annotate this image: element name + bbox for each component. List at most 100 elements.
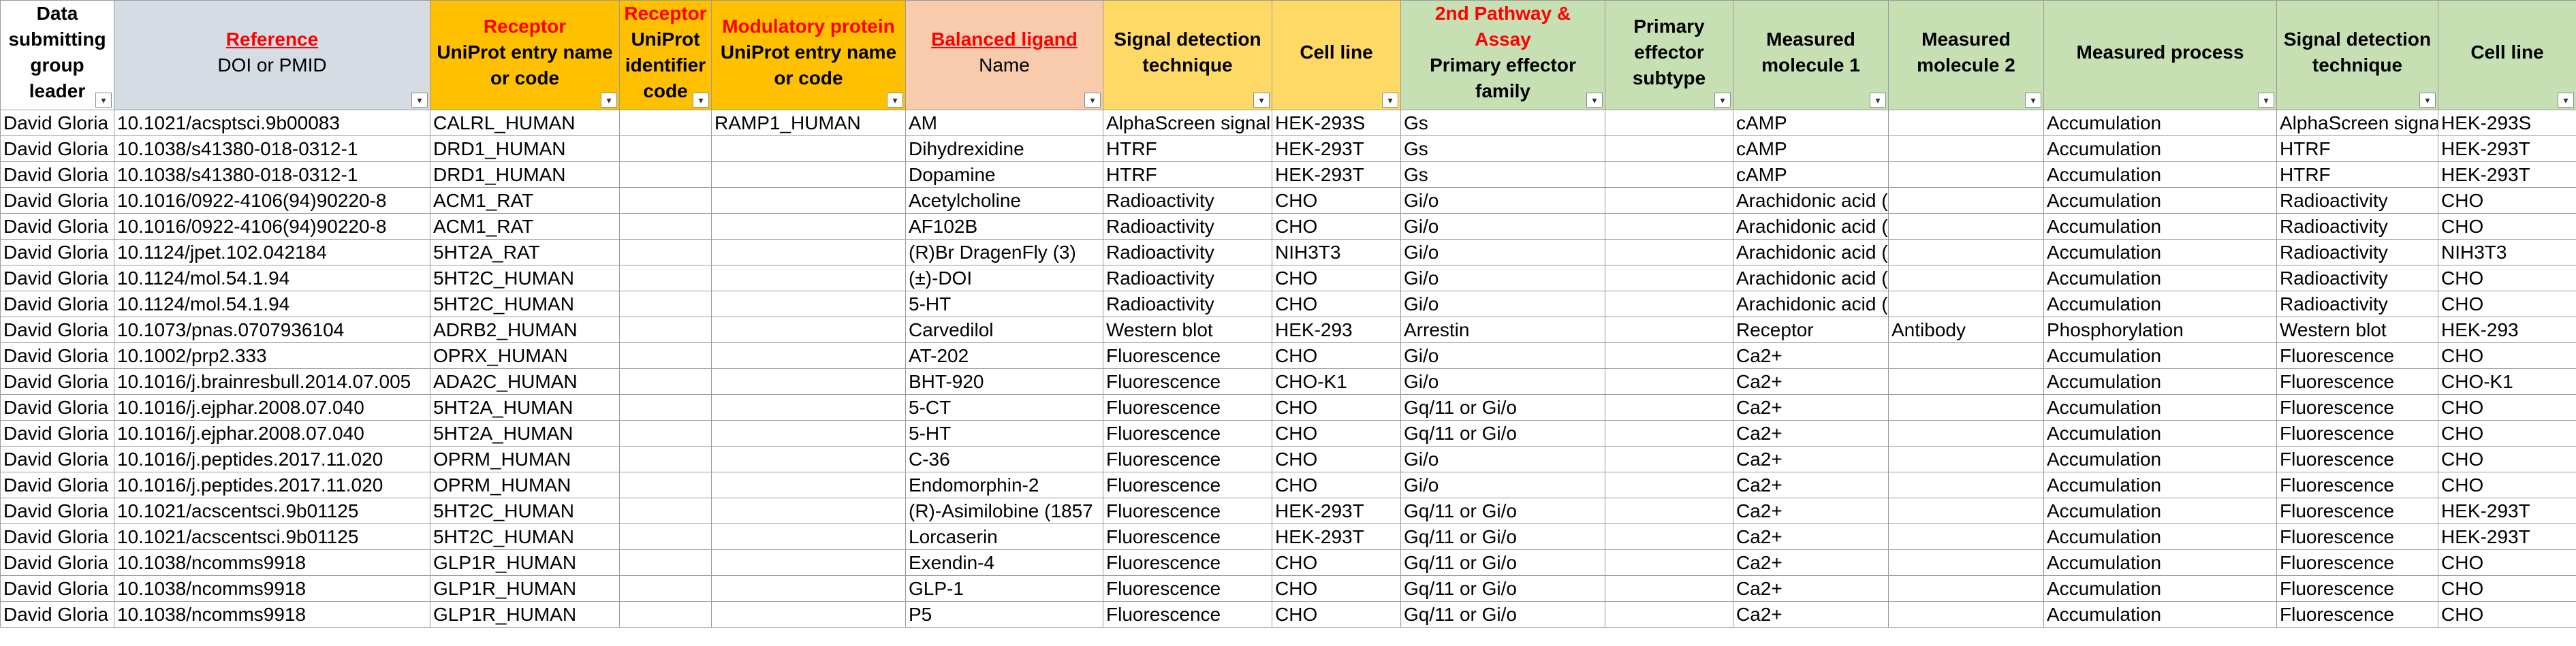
column-header-pes[interactable]: Primary effector subtype ▾ (1605, 0, 1733, 110)
cell-mp[interactable]: Accumulation (2043, 575, 2277, 602)
cell-sdt2[interactable]: Fluorescence (2276, 498, 2438, 524)
cell-ref[interactable]: 10.1016/j.peptides.2017.11.020 (114, 446, 430, 472)
cell-sdt2[interactable]: Fluorescence (2276, 523, 2438, 550)
cell-cl1[interactable]: CHO (1272, 342, 1401, 369)
cell-cl1[interactable]: CHO (1272, 420, 1401, 447)
cell-pes[interactable] (1605, 291, 1733, 317)
cell-mm2[interactable] (1888, 472, 2044, 498)
cell-lig[interactable]: 5-HT (905, 291, 1103, 317)
cell-sdt2[interactable]: Radioactivity (2276, 213, 2438, 240)
cell-mm1[interactable]: Ca2+ (1733, 342, 1889, 369)
column-header-mm2[interactable]: Measured molecule 2 ▾ (1888, 0, 2044, 110)
cell-cl2[interactable]: CHO (2438, 187, 2576, 214)
cell-pef[interactable]: Gq/11 or Gi/o (1400, 420, 1605, 447)
cell-rec[interactable]: GLP1R_HUMAN (430, 575, 620, 602)
cell-mod[interactable] (711, 472, 906, 498)
cell-lig[interactable]: (R)-Asimilobine (1857 (905, 498, 1103, 524)
cell-mod[interactable] (711, 420, 906, 447)
cell-mp[interactable]: Accumulation (2043, 187, 2277, 214)
cell-sdt1[interactable]: Fluorescence (1103, 342, 1272, 369)
cell-ref[interactable]: 10.1038/s41380-018-0312-1 (114, 135, 430, 162)
cell-cl2[interactable]: CHO (2438, 342, 2576, 369)
cell-cl1[interactable]: CHO (1272, 291, 1401, 317)
cell-pes[interactable] (1605, 549, 1733, 576)
cell-mm2[interactable] (1888, 135, 2044, 162)
cell-sdt1[interactable]: Radioactivity (1103, 213, 1272, 240)
cell-rec[interactable]: OPRX_HUMAN (430, 342, 620, 369)
cell-pef[interactable]: Gq/11 or Gi/o (1400, 575, 1605, 602)
cell-pef[interactable]: Gi/o (1400, 291, 1605, 317)
cell-leader[interactable]: David Gloria (0, 213, 114, 240)
cell-ref[interactable]: 10.1016/j.peptides.2017.11.020 (114, 472, 430, 498)
cell-cl2[interactable]: CHO (2438, 575, 2576, 602)
cell-recid[interactable] (619, 575, 712, 602)
filter-dropdown-icon[interactable]: ▾ (2558, 93, 2574, 108)
cell-sdt2[interactable]: HTRF (2276, 161, 2438, 188)
column-header-pef[interactable]: 2nd Pathway & Assay Primary effector fami… (1400, 0, 1605, 110)
cell-leader[interactable]: David Gloria (0, 446, 114, 472)
cell-ref[interactable]: 10.1016/0922-4106(94)90220-8 (114, 213, 430, 240)
cell-mm2[interactable] (1888, 523, 2044, 550)
cell-sdt2[interactable]: Fluorescence (2276, 394, 2438, 421)
cell-mm2[interactable] (1888, 498, 2044, 524)
cell-lig[interactable]: 5-HT (905, 420, 1103, 447)
cell-cl1[interactable]: NIH3T3 (1272, 239, 1401, 265)
cell-mm1[interactable]: Ca2+ (1733, 420, 1889, 447)
cell-pes[interactable] (1605, 239, 1733, 265)
cell-sdt2[interactable]: Fluorescence (2276, 601, 2438, 628)
cell-cl2[interactable]: NIH3T3 (2438, 239, 2576, 265)
cell-pes[interactable] (1605, 472, 1733, 498)
cell-mod[interactable] (711, 213, 906, 240)
cell-pes[interactable] (1605, 394, 1733, 421)
cell-cl2[interactable]: CHO (2438, 601, 2576, 628)
filter-dropdown-icon[interactable]: ▾ (1382, 93, 1398, 108)
cell-sdt1[interactable]: HTRF (1103, 135, 1272, 162)
cell-leader[interactable]: David Gloria (0, 239, 114, 265)
cell-cl2[interactable]: HEK-293T (2438, 498, 2576, 524)
cell-ref[interactable]: 10.1021/acsptsci.9b00083 (114, 110, 430, 136)
cell-cl1[interactable]: HEK-293T (1272, 135, 1401, 162)
cell-sdt1[interactable]: Radioactivity (1103, 291, 1272, 317)
cell-mm2[interactable] (1888, 187, 2044, 214)
cell-mod[interactable] (711, 239, 906, 265)
cell-pef[interactable]: Gi/o (1400, 265, 1605, 291)
cell-recid[interactable] (619, 135, 712, 162)
cell-rec[interactable]: ACM1_RAT (430, 213, 620, 240)
filter-dropdown-icon[interactable]: ▾ (1253, 93, 1270, 108)
cell-rec[interactable]: GLP1R_HUMAN (430, 549, 620, 576)
cell-mp[interactable]: Accumulation (2043, 472, 2277, 498)
cell-sdt2[interactable]: Fluorescence (2276, 446, 2438, 472)
cell-pes[interactable] (1605, 110, 1733, 136)
cell-rec[interactable]: 5HT2A_RAT (430, 239, 620, 265)
cell-mp[interactable]: Accumulation (2043, 549, 2277, 576)
cell-cl2[interactable]: CHO (2438, 265, 2576, 291)
filter-dropdown-icon[interactable]: ▾ (411, 93, 428, 108)
cell-sdt1[interactable]: Radioactivity (1103, 239, 1272, 265)
cell-pes[interactable] (1605, 187, 1733, 214)
filter-dropdown-icon[interactable]: ▾ (2419, 93, 2436, 108)
column-header-sdt1[interactable]: Signal detection technique ▾ (1103, 0, 1272, 110)
cell-sdt2[interactable]: AlphaScreen signal (2276, 110, 2438, 136)
cell-rec[interactable]: GLP1R_HUMAN (430, 601, 620, 628)
cell-sdt1[interactable]: Fluorescence (1103, 394, 1272, 421)
column-header-mp[interactable]: Measured process ▾ (2043, 0, 2277, 110)
cell-pef[interactable]: Gi/o (1400, 213, 1605, 240)
cell-mod[interactable] (711, 601, 906, 628)
cell-leader[interactable]: David Gloria (0, 161, 114, 188)
cell-pef[interactable]: Gi/o (1400, 342, 1605, 369)
cell-lig[interactable]: Endomorphin-2 (905, 472, 1103, 498)
cell-pef[interactable]: Gi/o (1400, 239, 1605, 265)
filter-dropdown-icon[interactable]: ▾ (2258, 93, 2274, 108)
cell-recid[interactable] (619, 317, 712, 343)
cell-mm1[interactable]: Ca2+ (1733, 368, 1889, 395)
cell-rec[interactable]: 5HT2C_HUMAN (430, 265, 620, 291)
cell-mm1[interactable]: Ca2+ (1733, 446, 1889, 472)
cell-lig[interactable]: (±)-DOI (905, 265, 1103, 291)
cell-cl2[interactable]: HEK-293S (2438, 110, 2576, 136)
cell-cl2[interactable]: HEK-293T (2438, 161, 2576, 188)
cell-pes[interactable] (1605, 317, 1733, 343)
cell-lig[interactable]: C-36 (905, 446, 1103, 472)
filter-dropdown-icon[interactable]: ▾ (95, 93, 112, 108)
cell-cl1[interactable]: CHO (1272, 601, 1401, 628)
cell-mm1[interactable]: Ca2+ (1733, 549, 1889, 576)
